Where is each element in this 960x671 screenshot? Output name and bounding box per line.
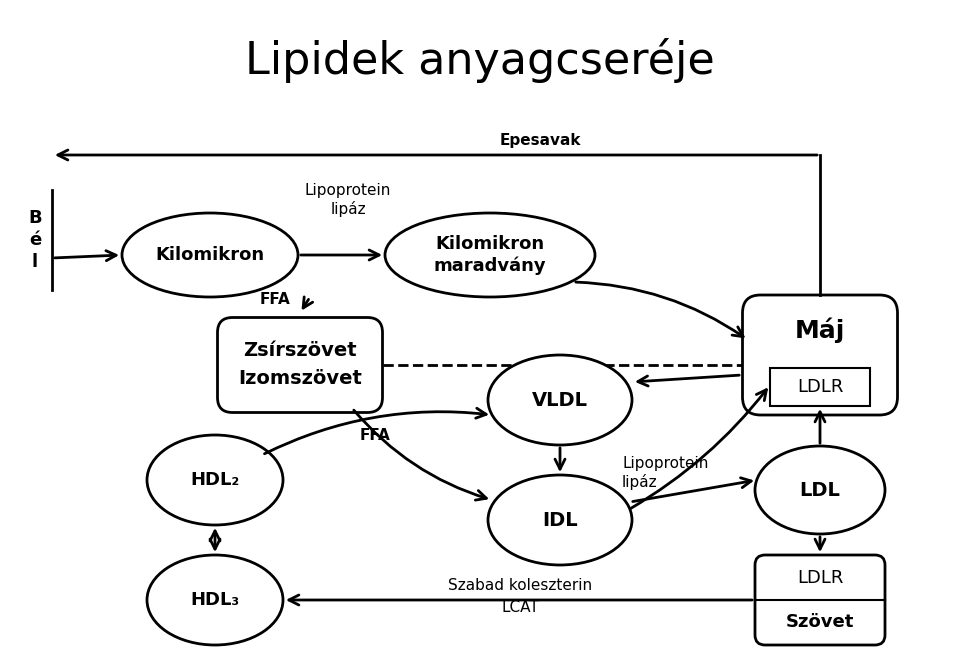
FancyBboxPatch shape	[742, 295, 898, 415]
Text: FFA: FFA	[360, 427, 391, 442]
Text: IDL: IDL	[542, 511, 578, 529]
Text: LDLR: LDLR	[797, 378, 843, 396]
Text: Máj: Máj	[795, 317, 845, 343]
Ellipse shape	[488, 355, 632, 445]
Text: Lipoprotein
lipáz: Lipoprotein lipáz	[622, 456, 708, 491]
Text: Szabad koleszterin: Szabad koleszterin	[448, 578, 592, 592]
Text: HDL₂: HDL₂	[190, 471, 240, 489]
FancyBboxPatch shape	[755, 555, 885, 645]
Ellipse shape	[147, 555, 283, 645]
Text: Lipidek anyagcseréje: Lipidek anyagcseréje	[245, 38, 715, 83]
Ellipse shape	[755, 446, 885, 534]
Text: VLDL: VLDL	[532, 391, 588, 409]
Text: LDL: LDL	[800, 480, 840, 499]
Ellipse shape	[385, 213, 595, 297]
Ellipse shape	[147, 435, 283, 525]
Text: FFA: FFA	[259, 293, 290, 307]
Text: Lipoprotein
lipáz: Lipoprotein lipáz	[305, 183, 391, 217]
Text: Kilomikron: Kilomikron	[156, 246, 265, 264]
Text: B
é
l: B é l	[28, 209, 42, 271]
Text: LCAT: LCAT	[501, 601, 539, 615]
Ellipse shape	[122, 213, 298, 297]
FancyBboxPatch shape	[218, 317, 382, 413]
Text: Epesavak: Epesavak	[499, 132, 581, 148]
Ellipse shape	[488, 475, 632, 565]
Text: Kilomikron
maradvány: Kilomikron maradvány	[434, 235, 546, 275]
Text: Zsírszövet: Zsírszövet	[243, 340, 357, 360]
Text: Izomszövet: Izomszövet	[238, 368, 362, 387]
Text: Szövet: Szövet	[786, 613, 854, 631]
Bar	[770, 368, 870, 406]
Text: LDLR: LDLR	[797, 569, 843, 587]
Text: HDL₃: HDL₃	[190, 591, 240, 609]
